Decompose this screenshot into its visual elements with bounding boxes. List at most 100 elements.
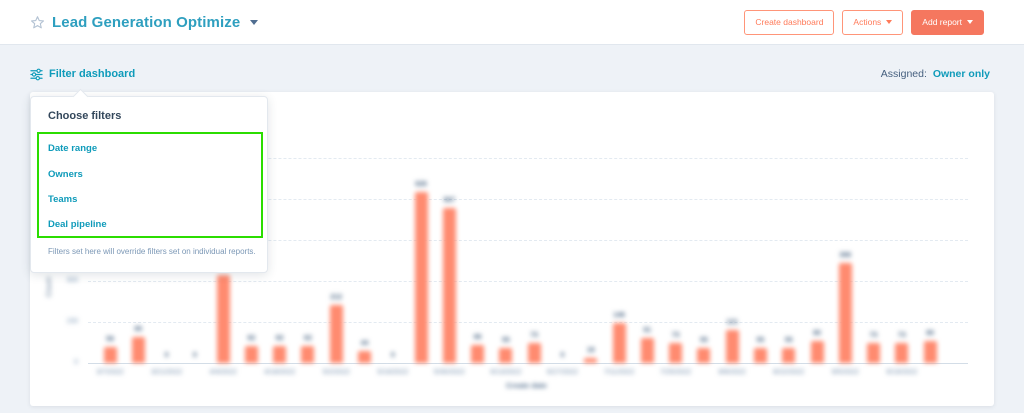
x-axis-tick-label: 9/19/2022 — [886, 369, 918, 376]
add-report-button[interactable]: Add report — [911, 9, 984, 35]
y-axis-title: Count — [44, 276, 53, 297]
bar[interactable] — [131, 337, 145, 363]
bar[interactable] — [838, 263, 852, 363]
popover-footnote: Filters set here will override filters s… — [48, 247, 256, 256]
bar-value-label: 146 — [613, 312, 625, 319]
x-axis-tick-label: 4/4/2022 — [209, 369, 237, 376]
bar[interactable] — [527, 343, 541, 363]
bar[interactable] — [753, 348, 767, 363]
add-report-label: Add report — [922, 17, 962, 27]
y-axis-tick-label: 150 — [66, 318, 78, 325]
bar-value-label: 62 — [275, 335, 284, 342]
chevron-down-icon — [886, 20, 893, 24]
popover-title: Choose filters — [48, 110, 122, 122]
x-axis-tick-label: 5/16/2022 — [377, 369, 409, 376]
bar-value-label: 0 — [390, 352, 395, 359]
gridline — [88, 322, 968, 323]
gridline — [88, 199, 968, 200]
bar[interactable] — [810, 341, 824, 363]
bar[interactable] — [697, 348, 711, 363]
filter-option-owners[interactable]: Owners — [48, 169, 83, 180]
x-axis-tick-label: 9/5/2022 — [831, 369, 859, 376]
bar-value-label: 66 — [473, 334, 482, 341]
bar[interactable] — [244, 346, 258, 363]
filter-dashboard-link[interactable]: Filter dashboard — [30, 68, 135, 81]
bar-value-label: 91 — [643, 327, 652, 334]
gridline — [88, 158, 968, 159]
bar[interactable] — [216, 275, 230, 363]
bar-value-label: 73 — [897, 332, 906, 339]
filter-option-deal-pipeline[interactable]: Deal pipeline — [48, 219, 107, 230]
tutorial-highlight-box — [37, 132, 263, 238]
page-title: Lead Generation Optimize — [52, 13, 241, 31]
bar-value-label: 626 — [415, 181, 427, 188]
bar-value-label: 62 — [304, 335, 312, 342]
blurred-bar-chart: 0150300450600750593/7/20229503/21/202203… — [30, 92, 994, 406]
bar[interactable] — [612, 323, 626, 363]
bar-value-label: 55 — [502, 337, 510, 344]
x-axis-title: Create date — [506, 381, 547, 390]
bar[interactable] — [358, 351, 372, 363]
bar[interactable] — [923, 341, 937, 363]
bar-value-label: 0 — [560, 352, 565, 359]
dashboard-toolbar: Filter dashboard Assigned: Owner only — [30, 63, 990, 85]
assigned-filter: Assigned: Owner only — [881, 68, 990, 80]
bar-value-label: 121 — [726, 319, 738, 326]
x-axis-tick-label: 8/8/2022 — [718, 369, 746, 376]
x-axis-tick-label: 6/13/2022 — [490, 369, 522, 376]
favorite-star-icon[interactable] — [30, 15, 45, 30]
filter-option-teams[interactable]: Teams — [48, 194, 78, 205]
bar[interactable] — [103, 347, 117, 363]
bar[interactable] — [725, 330, 739, 363]
bar-value-label: 73 — [869, 332, 878, 339]
x-axis-tick-label: 5/2/2022 — [322, 369, 350, 376]
bar-value-label: 55 — [756, 337, 765, 344]
bar[interactable] — [273, 346, 287, 363]
assigned-owner-only-link[interactable]: Owner only — [932, 68, 990, 80]
choose-filters-popover: Choose filters Date range Owners Teams D… — [30, 88, 268, 273]
x-axis-tick-label: 4/18/2022 — [264, 369, 296, 376]
bar[interactable] — [895, 343, 909, 363]
filter-option-date-range[interactable]: Date range — [48, 143, 98, 154]
bar-value-label: 44 — [360, 340, 369, 347]
bar-value-label: 80 — [813, 330, 821, 337]
x-axis-tick-label: 7/11/2022 — [603, 369, 635, 376]
bar[interactable] — [640, 338, 654, 363]
bar[interactable] — [499, 348, 513, 363]
x-axis-tick-label: 5/30/2022 — [433, 369, 465, 376]
bar-value-label: 62 — [247, 335, 256, 342]
actions-button[interactable]: Actions — [842, 9, 904, 35]
bar[interactable] — [301, 346, 315, 363]
bar-value-label: 212 — [330, 294, 343, 301]
create-dashboard-button[interactable]: Create dashboard — [744, 9, 835, 35]
y-axis-tick-label: 0 — [74, 359, 78, 366]
actions-label: Actions — [853, 17, 882, 27]
bar[interactable] — [414, 192, 428, 363]
bar[interactable] — [782, 348, 796, 363]
bar[interactable] — [471, 345, 485, 363]
chart-gridlines — [30, 92, 994, 406]
filter-icon — [30, 68, 43, 80]
bar[interactable] — [867, 343, 881, 363]
bar[interactable] — [669, 343, 683, 363]
y-axis-tick-label: 300 — [66, 277, 78, 284]
x-axis-tick-label: 8/22/2022 — [773, 369, 805, 376]
gridline — [88, 281, 968, 282]
bar-value-label: 18 — [586, 347, 595, 354]
bar-value-label: 366 — [839, 252, 852, 259]
title-dropdown-caret-icon[interactable] — [250, 19, 259, 25]
bar-value-label: 73 — [530, 332, 539, 339]
bar-value-label: 0 — [164, 352, 169, 359]
bar[interactable] — [329, 305, 343, 363]
x-axis-tick-label: 3/7/2022 — [96, 369, 124, 376]
chevron-down-icon — [967, 20, 973, 24]
header-actions: Create dashboard Actions Add report — [744, 9, 984, 35]
assigned-label: Assigned: — [880, 68, 927, 80]
create-dashboard-label: Create dashboard — [755, 17, 824, 27]
bar[interactable] — [584, 358, 598, 363]
bar-value-label: 59 — [106, 336, 114, 343]
bar-value-label: 73 — [671, 332, 680, 339]
x-axis-tick-label: 3/21/2022 — [150, 369, 183, 376]
bar[interactable] — [442, 208, 456, 363]
